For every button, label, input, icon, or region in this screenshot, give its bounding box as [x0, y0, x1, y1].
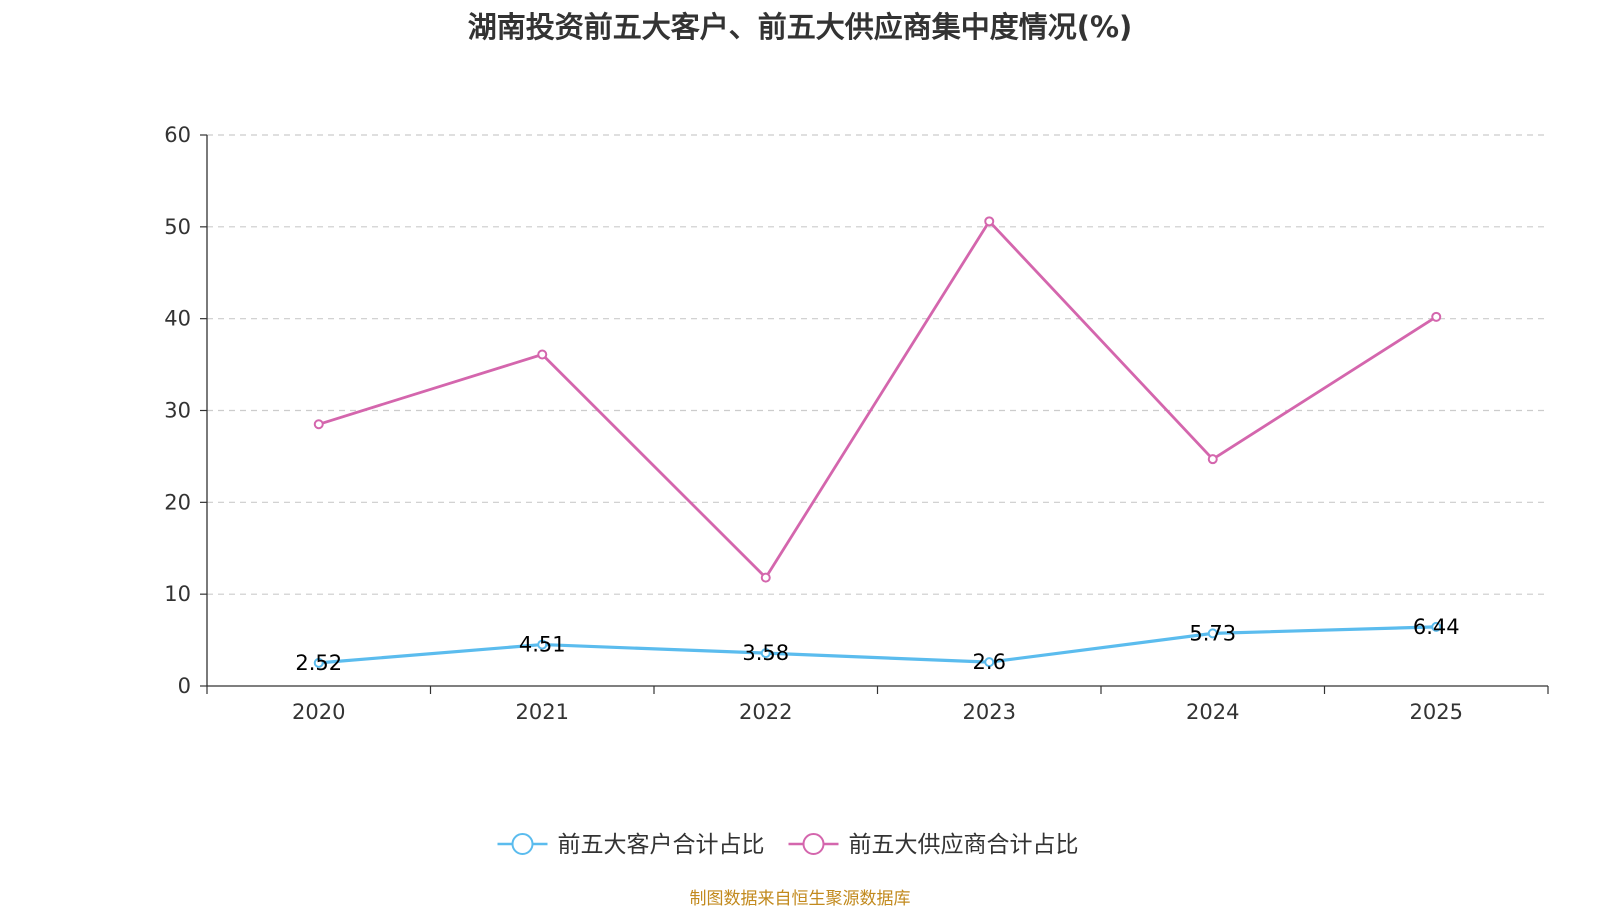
data-point — [760, 648, 771, 659]
data-point — [313, 657, 324, 668]
data-point — [984, 657, 995, 668]
legend: 前五大客户合计占比 前五大供应商合计占比 — [497, 832, 1079, 858]
series-line-2 — [318, 219, 1438, 580]
y-tick-label: 50 — [164, 215, 191, 239]
data-label: 2.6 — [973, 650, 1006, 674]
data-point — [760, 572, 771, 583]
legend-label: 前五大供应商合计占比 — [849, 832, 1079, 858]
y-tick-label: 60 — [164, 123, 191, 147]
data-label: 6.44 — [1413, 615, 1460, 639]
y-tick-label: 20 — [164, 490, 191, 514]
legend-swatch-marker — [511, 833, 534, 855]
data-point — [1207, 628, 1218, 639]
x-tick-label: 2020 — [292, 700, 345, 724]
data-label: 4.51 — [519, 633, 566, 657]
data-point — [1431, 311, 1442, 322]
data-point — [984, 216, 995, 227]
legend-label: 前五大客户合计占比 — [558, 832, 765, 858]
y-tick-label: 10 — [164, 582, 191, 606]
data-point — [1207, 454, 1218, 465]
gridlines — [207, 134, 1548, 595]
axes: 0 10 20 30 40 50 60 2020 2021 2022 2023 2024 2025 — [164, 123, 1549, 724]
data-point — [313, 419, 324, 430]
data-labels: 2.52 4.51 3.58 2.6 5.73 6.44 — [295, 615, 1459, 675]
x-tick-label: 2022 — [739, 700, 792, 724]
data-label: 3.58 — [742, 641, 789, 665]
y-tick-label: 0 — [178, 674, 191, 698]
data-label: 5.73 — [1189, 621, 1236, 645]
data-point — [537, 639, 548, 650]
legend-swatch-marker — [802, 833, 825, 855]
data-point — [537, 349, 548, 360]
legend-item-2: 前五大供应商合计占比 — [788, 832, 1079, 858]
series-lines — [313, 216, 1442, 668]
series-line-1 — [318, 625, 1437, 665]
source-note: 制图数据来自恒生聚源数据库 — [689, 889, 911, 909]
chart-title: 湖南投资前五大客户、前五大供应商集中度情况(%) — [467, 10, 1133, 44]
x-tick-label: 2024 — [1186, 700, 1239, 724]
legend-item-1: 前五大客户合计占比 — [497, 832, 765, 858]
data-point — [1431, 621, 1442, 632]
y-tick-label: 40 — [164, 307, 191, 331]
x-tick-label: 2021 — [516, 700, 569, 724]
data-label: 2.52 — [295, 651, 342, 675]
x-tick-label: 2025 — [1410, 700, 1463, 724]
y-tick-label: 30 — [164, 399, 191, 423]
x-tick-label: 2023 — [963, 700, 1016, 724]
